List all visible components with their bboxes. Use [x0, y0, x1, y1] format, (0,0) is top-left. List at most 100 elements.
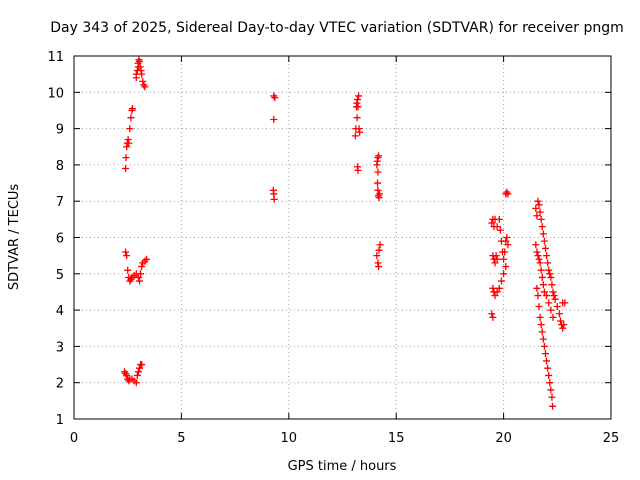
data-point — [493, 288, 501, 296]
data-point — [500, 255, 508, 263]
data-point — [544, 364, 552, 372]
y-tick-label: 5 — [56, 268, 64, 283]
data-point — [533, 284, 541, 292]
x-tick-label: 10 — [281, 431, 298, 446]
data-point — [354, 96, 362, 104]
data-point — [532, 204, 540, 212]
data-point — [538, 273, 546, 281]
data-point — [559, 324, 567, 332]
y-tick-label: 2 — [56, 377, 64, 392]
data-point — [534, 292, 542, 300]
data-point — [540, 288, 548, 296]
data-point — [132, 379, 140, 387]
y-tick-label: 9 — [56, 123, 64, 138]
data-point — [133, 371, 141, 379]
axis-ticks: 0 5 10 15 20 25 1 2 3 4 5 6 7 8 9 10 11 — [47, 50, 619, 446]
x-tick-label: 0 — [70, 431, 78, 446]
data-point — [122, 165, 130, 173]
data-point — [504, 241, 512, 249]
data-point — [355, 92, 363, 100]
data-point — [143, 255, 151, 263]
y-tick-label: 1 — [56, 413, 64, 428]
data-point — [126, 125, 134, 133]
data-point — [141, 83, 149, 91]
data-point — [373, 252, 381, 260]
data-point — [536, 208, 544, 216]
data-point — [376, 241, 384, 249]
data-point — [488, 219, 496, 227]
data-point — [551, 295, 559, 303]
data-point — [497, 277, 505, 285]
data-point — [504, 190, 512, 198]
data-point — [500, 270, 508, 278]
data-point — [532, 241, 540, 249]
data-point — [553, 302, 561, 310]
data-point — [541, 244, 549, 252]
data-point — [538, 223, 546, 231]
y-axis-label: SDTVAR / TECUs — [7, 184, 22, 291]
y-tick-label: 6 — [56, 232, 64, 247]
data-point — [138, 70, 146, 78]
data-point — [492, 252, 500, 260]
data-point — [128, 105, 136, 113]
data-point — [489, 313, 497, 321]
data-point — [501, 248, 509, 256]
data-point — [496, 226, 504, 234]
data-point — [539, 335, 547, 343]
data-point — [535, 201, 543, 209]
data-point — [124, 266, 132, 274]
data-point — [134, 63, 142, 71]
data-point — [375, 263, 383, 271]
data-point — [544, 259, 552, 267]
data-point — [546, 379, 554, 387]
data-point — [540, 237, 548, 245]
data-point — [538, 328, 546, 336]
data-point — [374, 179, 382, 187]
data-point — [537, 266, 545, 274]
data-point — [137, 270, 145, 278]
data-point — [535, 302, 543, 310]
x-axis-label: GPS time / hours — [288, 459, 397, 474]
data-point — [555, 310, 563, 318]
data-point — [536, 259, 544, 267]
data-point — [543, 292, 551, 300]
y-tick-label: 4 — [56, 304, 64, 319]
data-point — [354, 166, 362, 174]
data-point — [546, 270, 554, 278]
data-point — [502, 263, 510, 271]
data-point — [122, 154, 130, 162]
data-point — [356, 128, 364, 136]
data-point — [557, 317, 565, 325]
data-point — [122, 248, 130, 256]
data-point — [270, 195, 278, 203]
data-point — [547, 306, 555, 314]
data-point — [536, 313, 544, 321]
data-point — [123, 371, 131, 379]
data-point — [351, 132, 359, 140]
data-point — [136, 364, 144, 372]
data-point — [493, 223, 501, 231]
data-point — [548, 393, 556, 401]
data-point — [353, 114, 361, 122]
data-point — [548, 281, 556, 289]
data-point — [539, 281, 547, 289]
data-point — [489, 284, 497, 292]
data-point — [545, 371, 553, 379]
chart-title: Day 343 of 2025, Sidereal Day-to-day VTE… — [50, 20, 624, 36]
data-point — [547, 386, 555, 394]
data-points — [120, 56, 569, 410]
data-point — [502, 237, 510, 245]
data-point — [545, 299, 553, 307]
data-point — [545, 266, 553, 274]
data-point — [495, 215, 503, 223]
data-point — [375, 190, 383, 198]
data-point — [549, 313, 557, 321]
data-point — [270, 116, 278, 124]
data-point — [125, 139, 133, 147]
data-point — [543, 252, 551, 260]
data-point — [559, 299, 567, 307]
data-point — [560, 321, 568, 329]
data-point — [488, 310, 496, 318]
data-point — [539, 230, 547, 238]
